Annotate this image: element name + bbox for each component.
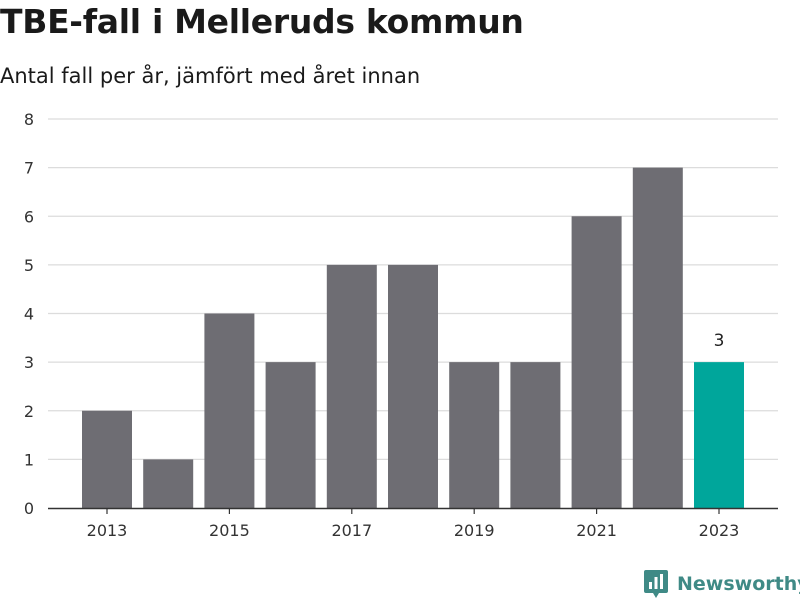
y-tick-label: 8 [24,110,34,129]
bar-2013 [82,410,132,508]
y-tick-label: 4 [24,305,34,324]
bar-2018 [388,264,438,508]
bar-2023 [694,362,744,508]
bar-2017 [326,264,377,508]
data-label-2023: 3 [714,331,725,351]
bar-2022 [632,167,683,508]
x-axis [48,507,778,514]
brand-logo: Newsworthy [643,568,800,600]
x-tick-label: 2013 [87,521,128,540]
x-tick-label: 2023 [699,521,740,540]
y-tick-label: 0 [24,499,34,518]
bar-2016 [265,362,316,508]
labels: 0 1 2 3 4 5 6 7 8 3 2013 2015 2017 2019 2021 2023 [24,110,740,540]
bar-2014 [143,459,194,508]
y-tick-label: 7 [24,159,34,178]
y-tick-label: 5 [24,256,34,275]
bar-2019 [449,362,500,508]
y-tick-label: 2 [24,402,34,421]
x-tick-label: 2017 [331,521,372,540]
x-tick-label: 2019 [454,521,495,540]
bar-2015 [204,313,255,508]
y-tick-label: 3 [24,353,34,372]
bars [82,167,744,508]
bar-2021 [571,216,622,508]
x-tick-label: 2021 [576,521,617,540]
y-tick-label: 1 [24,450,34,469]
chart-title: TBE-fall i Melleruds kommun [0,2,524,41]
y-tick-label: 6 [24,207,34,226]
chart-subtitle: Antal fall per år, jämfört med året inna… [0,64,421,88]
x-tick-label: 2015 [209,521,250,540]
bar-2020 [510,362,561,508]
bar-chart-logo-icon [644,570,668,598]
brand-name: Newsworthy [677,573,800,595]
